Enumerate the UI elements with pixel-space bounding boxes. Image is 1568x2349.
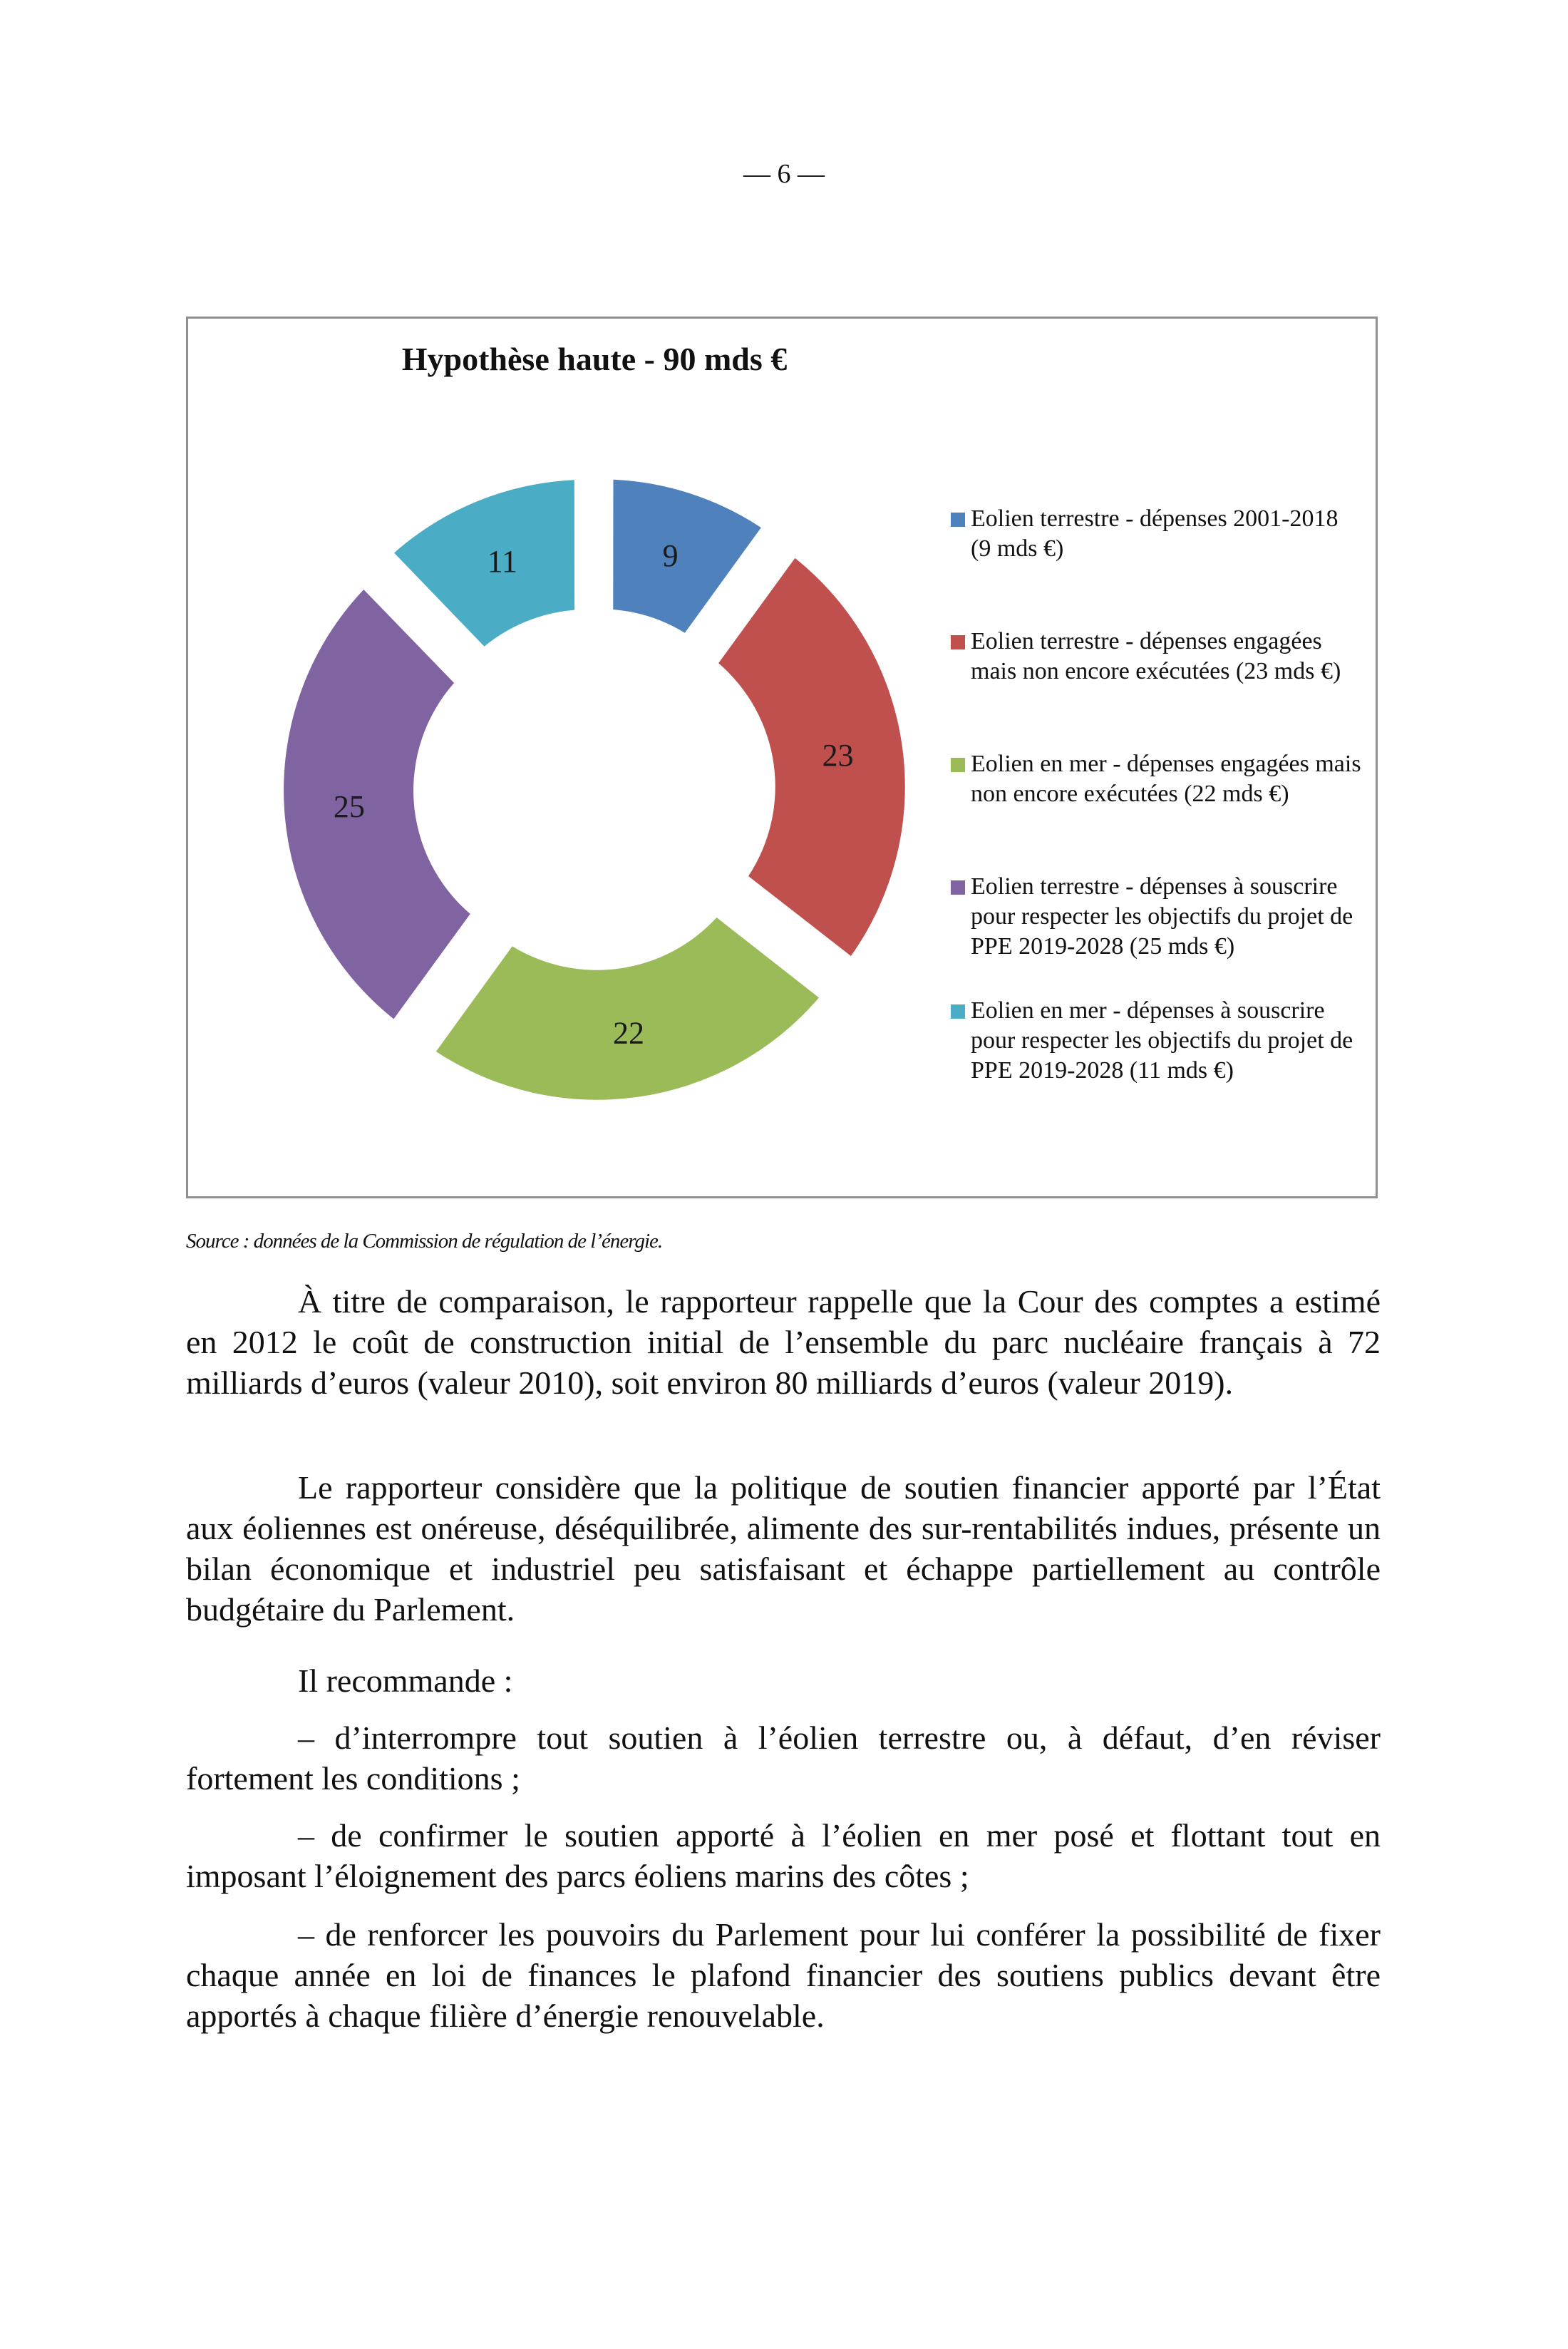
legend-swatch — [951, 635, 965, 649]
paragraph: Il recommande : — [298, 1662, 513, 1699]
legend-label: Eolien terrestre - dépenses engagées mai… — [971, 628, 1341, 684]
donut-segment — [435, 918, 820, 1100]
paragraph: Le rapporteur considère que la politique… — [186, 1469, 1381, 1628]
donut-chart: 9 23 22 25 11 — [284, 479, 905, 1100]
paragraph: À titre de comparaison, le rapporteur ra… — [186, 1283, 1381, 1401]
legend-item: Eolien en mer - dépenses à souscrire pou… — [951, 996, 1364, 1086]
legend-item: Eolien terrestre - dépenses engagées mai… — [951, 627, 1364, 687]
page-number: — 6 — — [743, 159, 825, 189]
legend-swatch — [951, 513, 965, 527]
legend-label: Eolien en mer - dépenses à souscrire pou… — [971, 997, 1353, 1084]
legend-item: Eolien en mer - dépenses engagées mais n… — [951, 749, 1364, 809]
chart-title: Hypothèse haute - 90 mds € — [401, 341, 788, 377]
legend-item: Eolien terrestre - dépenses 2001-2018 (9… — [951, 504, 1364, 564]
donut-segment — [394, 480, 575, 647]
data-label: 25 — [334, 789, 365, 824]
data-label: 11 — [488, 544, 517, 579]
donut-segment — [613, 479, 761, 633]
data-label: 9 — [663, 538, 679, 573]
chart-source: Source : données de la Commission de rég… — [186, 1230, 663, 1253]
recommendation-item: – d’interrompre tout soutien à l’éolien … — [186, 1720, 1381, 1797]
recommendation-item: – de confirmer le soutien apporté à l’éo… — [186, 1817, 1381, 1894]
data-label: 22 — [613, 1016, 644, 1051]
recommendation-item: – de renforcer les pouvoirs du Parlement… — [186, 1916, 1381, 2034]
legend-label: Eolien en mer - dépenses engagées mais n… — [971, 751, 1361, 807]
legend-label: Eolien terrestre - dépenses 2001-2018 (9… — [971, 505, 1339, 562]
legend-swatch — [951, 758, 965, 772]
legend-swatch — [951, 1004, 965, 1019]
donut-segment — [718, 557, 905, 957]
donut-segment — [284, 589, 470, 1019]
data-label: 23 — [822, 738, 854, 773]
chart-frame: Hypothèse haute - 90 mds € 9 23 22 25 11 Eol… — [186, 317, 1378, 1198]
legend-label: Eolien terrestre - dépenses à souscrire … — [971, 873, 1353, 960]
legend-swatch — [951, 880, 965, 895]
legend-item: Eolien terrestre - dépenses à souscrire … — [951, 872, 1364, 962]
